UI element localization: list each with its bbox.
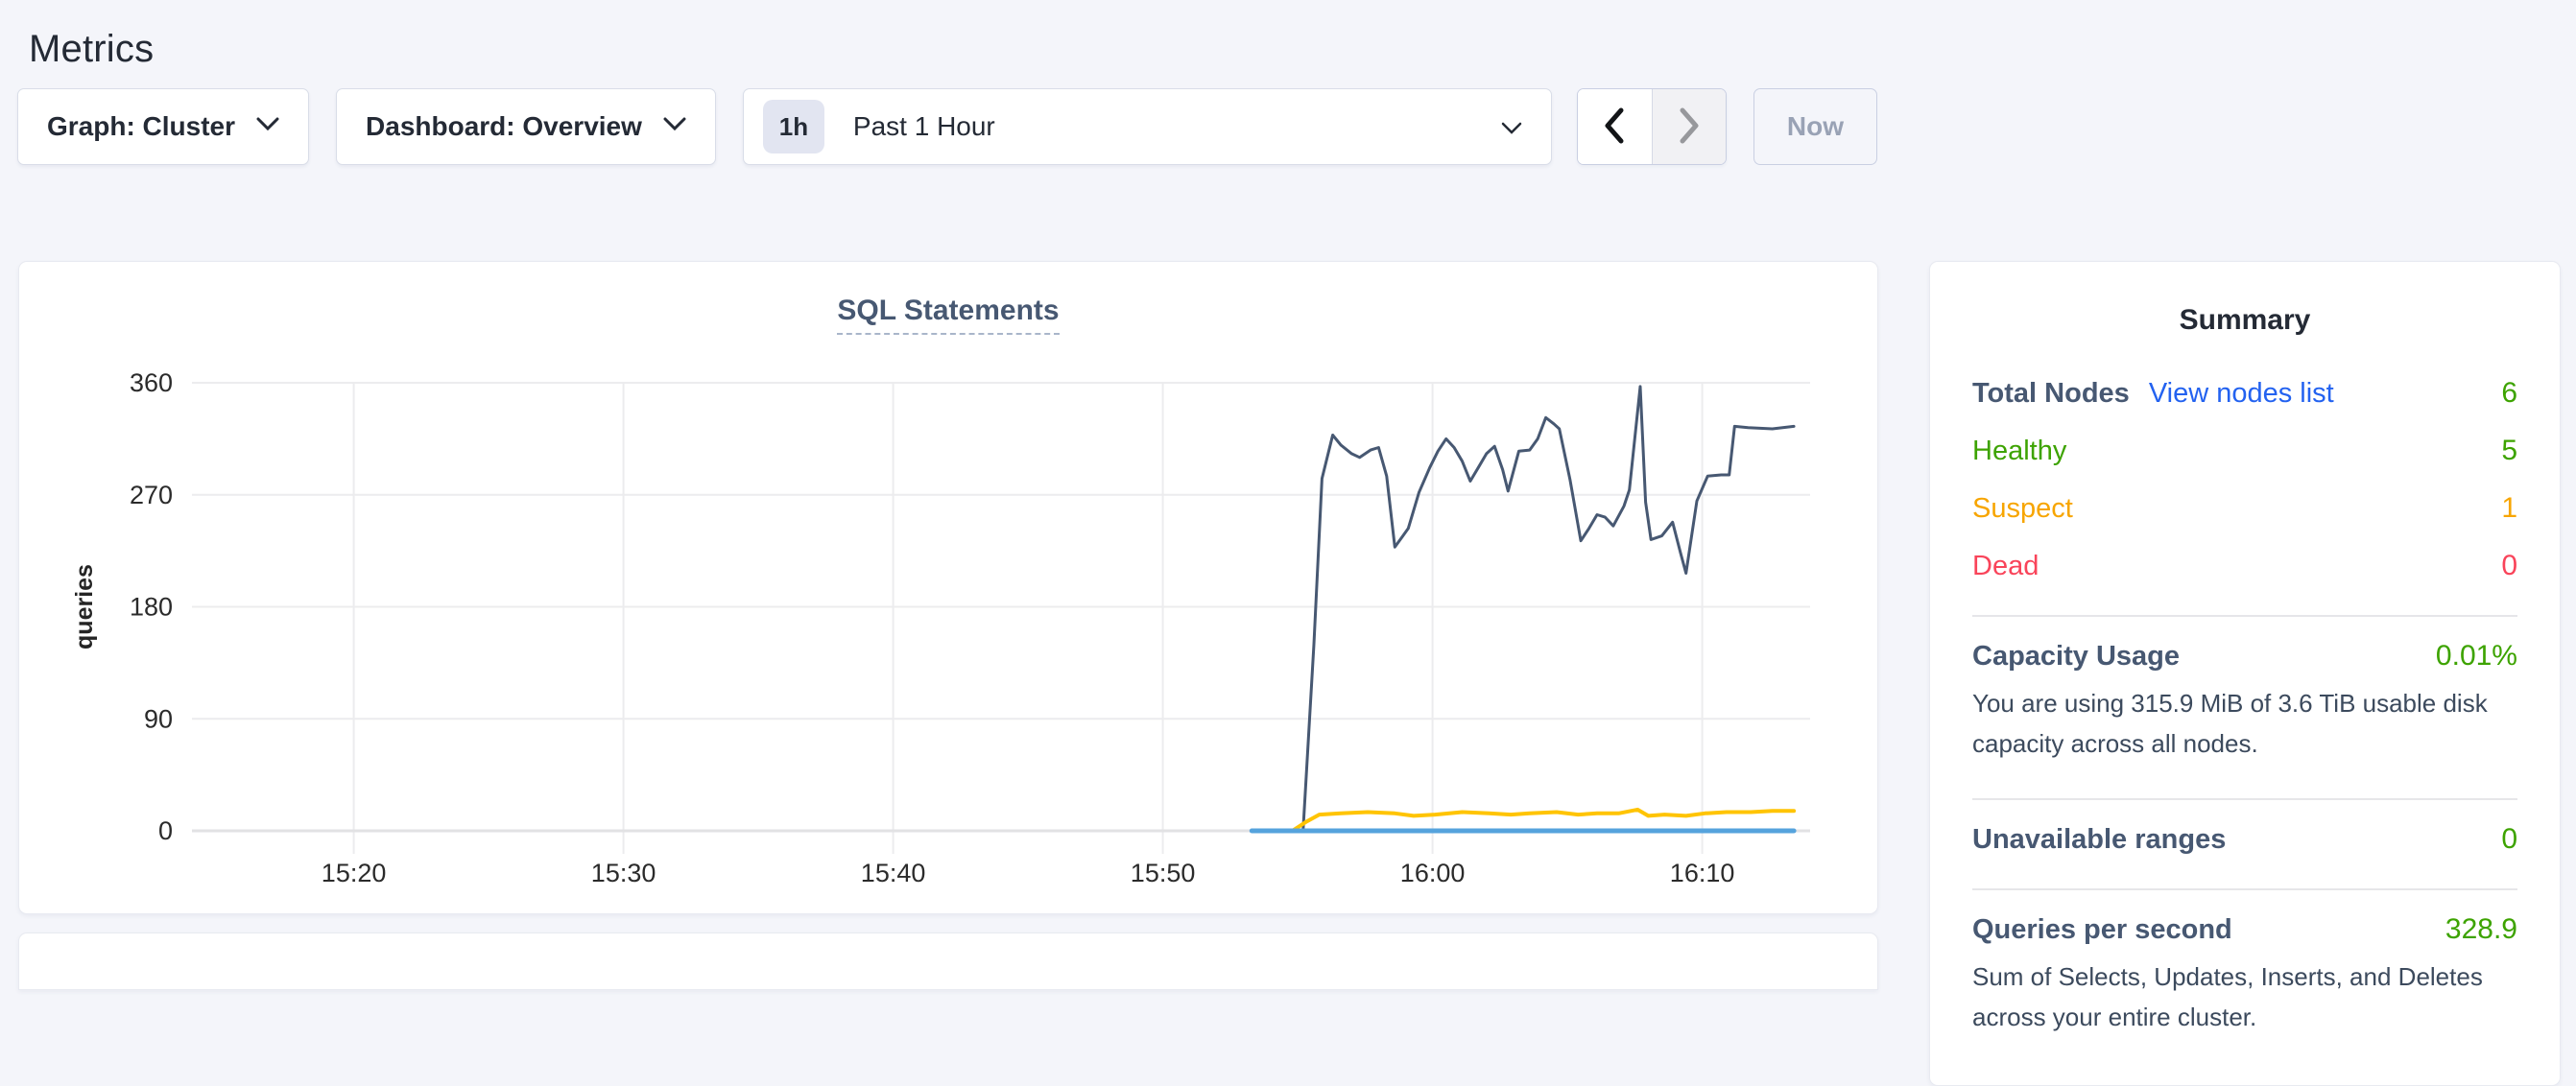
chevron-left-icon <box>1602 106 1627 148</box>
queries-per-second-value: 328.9 <box>2445 913 2517 946</box>
svg-text:15:20: 15:20 <box>322 859 387 887</box>
page-title: Metrics <box>29 27 155 70</box>
total-nodes-value: 6 <box>2501 377 2517 409</box>
chevron-down-icon <box>1501 122 1522 140</box>
svg-text:16:10: 16:10 <box>1670 859 1735 887</box>
suspect-label: Suspect <box>1972 493 2073 524</box>
unavailable-ranges-value: 0 <box>2501 823 2517 856</box>
queries-per-second-block: Queries per second 328.9 Sum of Selects,… <box>1972 915 2517 1037</box>
suspect-value: 1 <box>2501 492 2517 524</box>
dashboard-dropdown-label: Dashboard: Overview <box>366 111 642 141</box>
total-nodes-label: Total Nodes <box>1972 378 2130 409</box>
now-button[interactable]: Now <box>1753 88 1878 165</box>
chevron-down-icon <box>663 117 686 136</box>
summary-title: Summary <box>2179 304 2311 336</box>
queries-per-second-description: Sum of Selects, Updates, Inserts, and De… <box>1972 962 2483 1031</box>
view-nodes-list-link[interactable]: View nodes list <box>2148 378 2334 409</box>
chevron-right-icon <box>1677 106 1702 148</box>
queries-per-second-label: Queries per second <box>1972 914 2232 946</box>
dead-nodes-row: Dead 0 <box>1972 552 2517 580</box>
next-time-window-button[interactable] <box>1651 89 1726 164</box>
summary-divider <box>1972 888 2517 891</box>
unavailable-ranges-label: Unavailable ranges <box>1972 824 2227 856</box>
healthy-nodes-row: Healthy 5 <box>1972 437 2517 465</box>
summary-divider <box>1972 615 2517 617</box>
chart-title[interactable]: SQL Statements <box>837 295 1060 335</box>
healthy-value: 5 <box>2501 435 2517 466</box>
sql-statements-chart-card: SQL Statements 15:20 15:30 15:40 15:50 16:00… <box>18 261 1878 914</box>
nodes-summary-block: Total Nodes View nodes list 6 Healthy 5 … <box>1972 379 2517 580</box>
graph-scope-dropdown-label: Graph: Cluster <box>47 111 236 141</box>
graph-scope-dropdown[interactable]: Graph: Cluster <box>17 88 310 165</box>
svg-text:15:50: 15:50 <box>1131 859 1196 887</box>
time-range-badge: 1h <box>762 100 824 153</box>
svg-text:0: 0 <box>158 816 173 845</box>
dead-value: 0 <box>2501 550 2517 581</box>
suspect-nodes-row: Suspect 1 <box>1972 494 2517 523</box>
dashboard-dropdown[interactable]: Dashboard: Overview <box>336 88 716 165</box>
unavailable-ranges-block: Unavailable ranges 0 <box>1972 825 2517 854</box>
svg-text:15:30: 15:30 <box>591 859 656 887</box>
healthy-label: Healthy <box>1972 436 2067 466</box>
total-nodes-row: Total Nodes View nodes list 6 <box>1972 379 2517 408</box>
capacity-usage-label: Capacity Usage <box>1972 641 2180 672</box>
unavailable-ranges-row: Unavailable ranges 0 <box>1972 825 2517 854</box>
time-range-label: Past 1 Hour <box>852 111 995 141</box>
time-step-button-group <box>1576 88 1727 165</box>
chart-title-row: SQL Statements <box>19 295 1877 341</box>
svg-text:queries: queries <box>71 564 98 649</box>
chevron-down-icon <box>256 117 279 136</box>
capacity-usage-value: 0.01% <box>2435 640 2517 672</box>
svg-text:15:40: 15:40 <box>861 859 926 887</box>
svg-text:270: 270 <box>130 481 173 509</box>
svg-text:180: 180 <box>130 593 173 622</box>
previous-time-window-button[interactable] <box>1577 89 1652 164</box>
time-range-selector[interactable]: 1h Past 1 Hour <box>742 88 1552 165</box>
summary-divider <box>1972 798 2517 801</box>
next-chart-card <box>18 933 1878 990</box>
toolbar: Graph: Cluster Dashboard: Overview 1h Pa… <box>17 88 1878 165</box>
svg-text:16:00: 16:00 <box>1400 859 1466 887</box>
svg-text:90: 90 <box>144 704 173 733</box>
summary-panel: Summary Total Nodes View nodes list 6 He… <box>1929 261 2561 1086</box>
capacity-usage-block: Capacity Usage 0.01% You are using 315.9… <box>1972 642 2517 764</box>
capacity-usage-row: Capacity Usage 0.01% <box>1972 642 2517 671</box>
dead-label: Dead <box>1972 551 2039 581</box>
sql-statements-plot[interactable]: 15:20 15:30 15:40 15:50 16:00 16:10 0 90 180 270 3… <box>19 344 1877 913</box>
capacity-usage-description: You are using 315.9 MiB of 3.6 TiB usabl… <box>1972 689 2488 758</box>
queries-per-second-row: Queries per second 328.9 <box>1972 915 2517 944</box>
svg-text:360: 360 <box>130 368 173 397</box>
